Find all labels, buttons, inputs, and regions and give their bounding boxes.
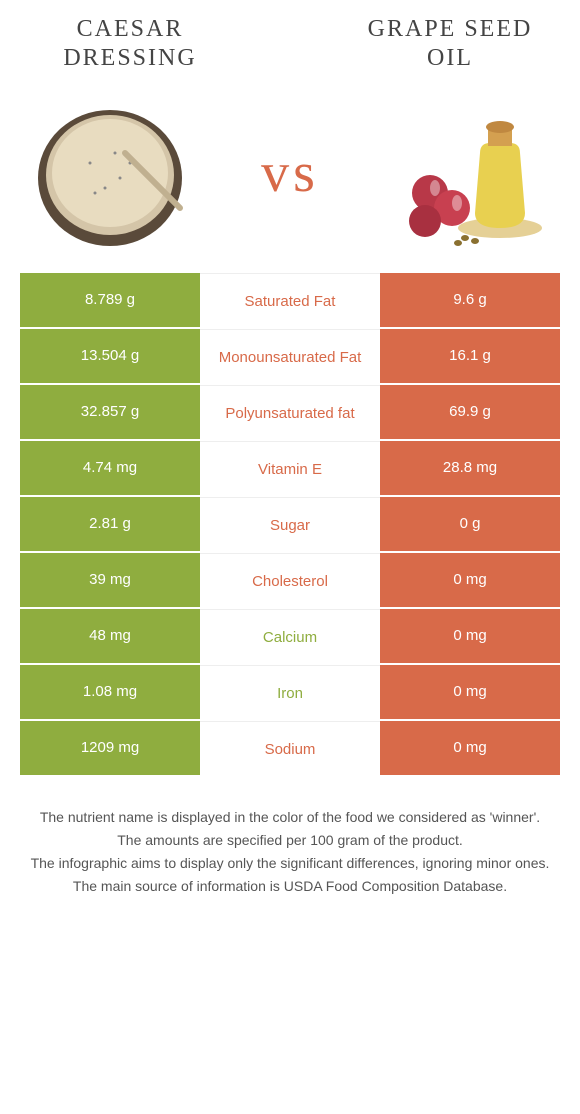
left-value: 8.789 g (20, 273, 200, 329)
right-value: 0 mg (380, 553, 560, 609)
footer-line: The infographic aims to display only the… (20, 853, 560, 874)
right-value: 0 mg (380, 721, 560, 777)
nutrient-label: Saturated Fat (200, 273, 380, 329)
nutrient-label: Sugar (200, 497, 380, 553)
nutrient-label: Iron (200, 665, 380, 721)
right-food-title: Grape seed oil (350, 15, 550, 73)
table-row: 13.504 gMonounsaturated Fat16.1 g (20, 329, 560, 385)
right-value: 28.8 mg (380, 441, 560, 497)
nutrient-label: Vitamin E (200, 441, 380, 497)
left-value: 39 mg (20, 553, 200, 609)
left-value: 1209 mg (20, 721, 200, 777)
left-food-title: Caesar dressing (30, 15, 230, 73)
nutrient-label: Calcium (200, 609, 380, 665)
nutrient-label: Cholesterol (200, 553, 380, 609)
nutrient-label: Polyunsaturated fat (200, 385, 380, 441)
table-row: 39 mgCholesterol0 mg (20, 553, 560, 609)
footer-line: The amounts are specified per 100 gram o… (20, 830, 560, 851)
table-row: 48 mgCalcium0 mg (20, 609, 560, 665)
right-value: 0 mg (380, 665, 560, 721)
left-value: 48 mg (20, 609, 200, 665)
table-row: 1.08 mgIron0 mg (20, 665, 560, 721)
left-value: 2.81 g (20, 497, 200, 553)
right-food-image (390, 93, 550, 253)
vs-label: vs (261, 141, 319, 205)
table-row: 4.74 mgVitamin E28.8 mg (20, 441, 560, 497)
comparison-table: 8.789 gSaturated Fat9.6 g13.504 gMonouns… (20, 273, 560, 777)
left-value: 13.504 g (20, 329, 200, 385)
images-row: vs (0, 83, 580, 273)
footer-notes: The nutrient name is displayed in the co… (0, 777, 580, 897)
nutrient-label: Sodium (200, 721, 380, 777)
nutrient-label: Monounsaturated Fat (200, 329, 380, 385)
left-value: 1.08 mg (20, 665, 200, 721)
right-value: 0 g (380, 497, 560, 553)
footer-line: The main source of information is USDA F… (20, 876, 560, 897)
right-value: 69.9 g (380, 385, 560, 441)
table-row: 1209 mgSodium0 mg (20, 721, 560, 777)
left-value: 4.74 mg (20, 441, 200, 497)
left-value: 32.857 g (20, 385, 200, 441)
right-value: 9.6 g (380, 273, 560, 329)
table-row: 32.857 gPolyunsaturated fat69.9 g (20, 385, 560, 441)
right-value: 16.1 g (380, 329, 560, 385)
table-row: 2.81 gSugar0 g (20, 497, 560, 553)
right-value: 0 mg (380, 609, 560, 665)
header: Caesar dressing Grape seed oil (0, 0, 580, 83)
table-row: 8.789 gSaturated Fat9.6 g (20, 273, 560, 329)
left-food-image (30, 93, 190, 253)
footer-line: The nutrient name is displayed in the co… (20, 807, 560, 828)
